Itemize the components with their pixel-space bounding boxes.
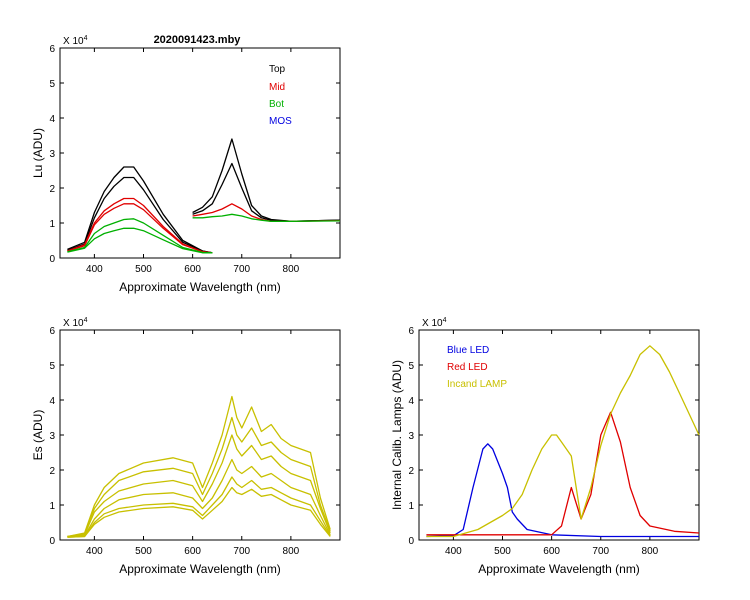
lamps-y-axis-label: Internal Calib. Lamps (ADU) xyxy=(390,360,404,510)
lamps-y-tick-label: 4 xyxy=(408,396,414,407)
es-y-tick-label: 1 xyxy=(49,501,55,512)
lamps-series-incand-lamp-2 xyxy=(426,345,700,538)
lamps-panel: X 104 400 500 600 700 800 0 1 2 3 4 5 6 Approximate… xyxy=(390,317,700,576)
lu-legend: Top Mid Bot MOS xyxy=(269,64,292,127)
es-x-tick-label: 600 xyxy=(184,546,201,557)
lamps-y-tick-label: 3 xyxy=(408,431,414,442)
lu-x-tick-label: 400 xyxy=(86,264,103,275)
lamps-y-tick-label: 5 xyxy=(408,361,414,372)
lamps-x-tick-label: 400 xyxy=(445,546,462,557)
es-y-tick-label: 0 xyxy=(49,536,55,547)
lu-series-top-7 xyxy=(192,162,341,222)
lu-y-tick-label: 4 xyxy=(49,114,55,125)
lamps-x-tick-label: 600 xyxy=(543,546,560,557)
es-y-tick-label: 5 xyxy=(49,361,55,372)
es-x-tick-label: 500 xyxy=(135,546,152,557)
lamps-series-group xyxy=(426,345,700,538)
lu-ticks: 400 500 600 700 800 0 1 2 3 4 5 6 xyxy=(49,44,340,275)
lu-legend-top: Top xyxy=(269,64,286,75)
es-series-es-1 xyxy=(67,416,331,538)
es-panel: X 104 400 500 600 700 800 0 1 2 3 4 5 6 Approximate… xyxy=(31,317,341,576)
es-y-tick-label: 4 xyxy=(49,396,55,407)
lu-legend-bot: Bot xyxy=(269,99,284,110)
es-y-tick-label: 6 xyxy=(49,326,55,337)
es-series-es-3 xyxy=(67,458,331,538)
lu-series-bot-4 xyxy=(67,218,213,254)
es-y-axis-label: Es (ADU) xyxy=(31,410,45,461)
lamps-x-tick-label: 500 xyxy=(494,546,511,557)
lamps-y-tick-label: 2 xyxy=(408,466,414,477)
es-series-es-5 xyxy=(67,486,331,538)
lu-legend-mos: MOS xyxy=(269,116,292,127)
es-series-es-0 xyxy=(67,395,331,538)
lu-series-top-0 xyxy=(67,166,213,254)
lamps-x-tick-label: 800 xyxy=(642,546,659,557)
lamps-exponent-label: X 104 xyxy=(422,317,447,329)
figure-title: 2020091423.mby xyxy=(154,34,242,46)
lamps-legend-blue-led: Blue LED xyxy=(447,345,489,356)
lamps-y-tick-label: 1 xyxy=(408,501,414,512)
es-x-axis-label: Approximate Wavelength (nm) xyxy=(119,562,281,576)
lu-series-top-1 xyxy=(67,176,213,254)
es-ticks: 400 500 600 700 800 0 1 2 3 4 5 6 xyxy=(49,326,340,557)
es-x-tick-label: 400 xyxy=(86,546,103,557)
lu-x-tick-label: 500 xyxy=(135,264,152,275)
lamps-x-axis-label: Approximate Wavelength (nm) xyxy=(478,562,640,576)
es-exponent-label: X 104 xyxy=(63,317,88,329)
lu-y-tick-label: 1 xyxy=(49,219,55,230)
lu-panel: X 104 400 500 600 700 800 0 1 2 3 4 5 6 Approximate… xyxy=(31,35,341,294)
lu-x-tick-label: 800 xyxy=(283,264,300,275)
lu-legend-mid: Mid xyxy=(269,82,285,93)
lamps-series-red-led-1 xyxy=(426,411,700,536)
lamps-series-blue-led-0 xyxy=(426,443,699,538)
lu-y-tick-label: 6 xyxy=(49,44,55,55)
lamps-legend-incand-lamp: Incand LAMP xyxy=(447,379,507,390)
es-series-es-4 xyxy=(67,476,331,538)
es-y-tick-label: 3 xyxy=(49,431,55,442)
lu-x-tick-label: 600 xyxy=(184,264,201,275)
lamps-y-tick-label: 6 xyxy=(408,326,414,337)
lu-x-tick-label: 700 xyxy=(233,264,250,275)
lu-series-group xyxy=(67,138,341,254)
lamps-legend: Blue LED Red LED Incand LAMP xyxy=(447,345,507,390)
lamps-y-tick-label: 0 xyxy=(408,536,414,547)
es-x-tick-label: 700 xyxy=(233,546,250,557)
lu-series-mid-3 xyxy=(67,203,213,254)
es-x-tick-label: 800 xyxy=(283,546,300,557)
lu-y-tick-label: 5 xyxy=(49,79,55,90)
es-series-group xyxy=(67,395,331,538)
lamps-legend-red-led: Red LED xyxy=(447,362,488,373)
lu-y-tick-label: 3 xyxy=(49,149,55,160)
es-y-tick-label: 2 xyxy=(49,466,55,477)
lu-series-bot-9 xyxy=(192,213,341,222)
lu-x-axis-label: Approximate Wavelength (nm) xyxy=(119,280,281,294)
lu-series-bot-5 xyxy=(67,227,213,254)
lu-y-tick-label: 2 xyxy=(49,184,55,195)
lu-y-tick-label: 0 xyxy=(49,254,55,265)
es-series-es-2 xyxy=(67,434,331,538)
lamps-x-tick-label: 700 xyxy=(592,546,609,557)
lu-y-axis-label: Lu (ADU) xyxy=(31,128,45,178)
lamps-ticks: 400 500 600 700 800 0 1 2 3 4 5 6 xyxy=(408,326,699,557)
lu-exponent-label: X 104 xyxy=(63,35,88,47)
